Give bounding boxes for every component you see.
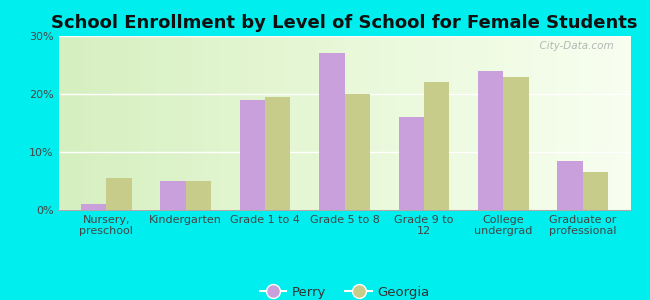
- Bar: [344, 94, 370, 210]
- Legend: Perry, Georgia: Perry, Georgia: [254, 281, 435, 300]
- Bar: [186, 181, 211, 210]
- Bar: [503, 76, 529, 210]
- Bar: [106, 178, 131, 210]
- Bar: [160, 181, 186, 210]
- Bar: [81, 204, 106, 210]
- Bar: [558, 161, 583, 210]
- Bar: [583, 172, 608, 210]
- Bar: [319, 53, 344, 210]
- Bar: [398, 117, 424, 210]
- Title: School Enrollment by Level of School for Female Students: School Enrollment by Level of School for…: [51, 14, 638, 32]
- Bar: [424, 82, 449, 210]
- Bar: [478, 71, 503, 210]
- Bar: [265, 97, 291, 210]
- Text: City-Data.com: City-Data.com: [533, 41, 614, 51]
- Bar: [240, 100, 265, 210]
